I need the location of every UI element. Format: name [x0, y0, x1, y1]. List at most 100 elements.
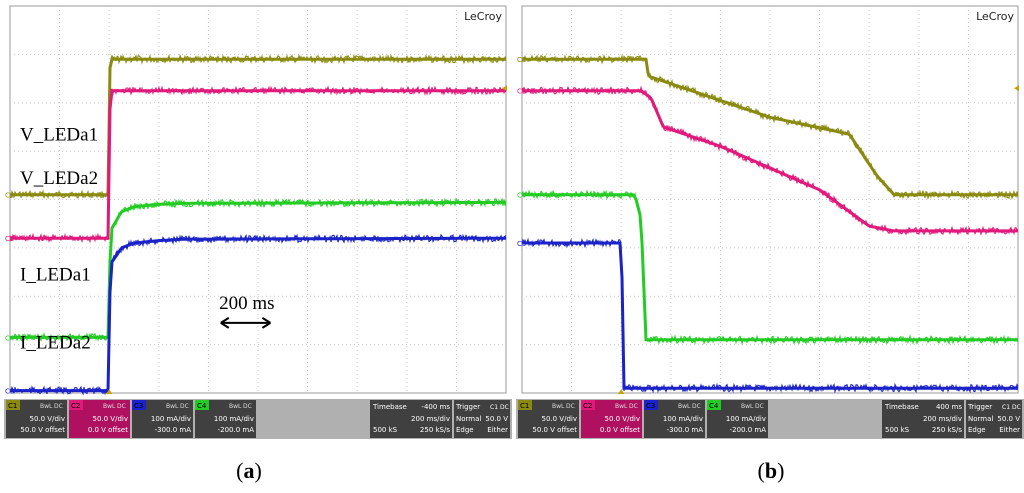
channel-tag: C3: [646, 402, 655, 410]
channel-offset: -200.0 mA: [218, 426, 255, 434]
channel-coupling: DC: [117, 403, 126, 410]
timebase-value: -400 ms: [421, 403, 450, 411]
trigger-channel: C1: [490, 404, 498, 411]
trace-label: I_LEDa1: [20, 265, 91, 286]
timebase-label: Timebase: [884, 403, 919, 411]
channel-tag: C4: [709, 402, 719, 410]
channel-coupling: DC: [692, 403, 701, 410]
channel-tag-bg: [6, 400, 20, 410]
timebase-div: 200 ms/div: [923, 415, 962, 423]
channel-bw: BwL: [615, 403, 628, 410]
channel-offset: -300.0 mA: [155, 426, 192, 434]
channel-scale: 100 mA/div: [663, 415, 703, 423]
trigger-label: Trigger: [967, 403, 992, 411]
brand-label: LeCroy: [976, 10, 1014, 23]
sample-rate: 250 kS/s: [932, 426, 962, 434]
trace-core-c3: [10, 236, 506, 393]
caption-a-letter: a: [243, 458, 255, 483]
channel-offset: -200.0 mA: [730, 426, 767, 434]
trigger-position-marker: [618, 389, 625, 394]
channel-bw: BwL: [741, 403, 754, 410]
channel-coupling: DC: [755, 403, 764, 410]
arrow-head-right: [261, 317, 271, 329]
trace-core-c4: [10, 200, 506, 339]
caption-b-close: ): [777, 458, 785, 483]
timebase-label: Timebase: [372, 403, 407, 411]
channel-tag: C2: [71, 402, 80, 410]
channel-tag-bg: [132, 400, 146, 410]
channel-bw: BwL: [166, 403, 179, 410]
scope-panel-a: LeCroy C1 C2 C4 C3 V_LEDa1 V_LEDa2 I_LEDa1 I_LED…: [4, 0, 512, 448]
trigger-position-marker: [106, 389, 113, 394]
trigger-mode: Normal: [968, 415, 993, 423]
timebase-div: 200 ms/div: [411, 415, 450, 423]
channel-marker: C2: [517, 88, 526, 96]
channel-tag-bg: [518, 400, 532, 410]
trace-label: V_LEDa1: [20, 124, 98, 145]
channel-scale: 50.0 V/div: [93, 415, 129, 423]
channel-offset: 0.0 V offset: [600, 426, 640, 434]
trace-core-c2: [10, 89, 506, 240]
timebase-value: 400 ms: [936, 403, 962, 411]
trigger-level: 50.0 V: [997, 415, 1020, 423]
trace-core-c3: [522, 241, 1018, 390]
channel-marker: C4: [517, 192, 527, 200]
channel-scale: 50.0 V/div: [30, 415, 66, 423]
trigger-mode: Normal: [456, 415, 481, 423]
trigger-level: 50.0 V: [485, 415, 508, 423]
sample-rate: 250 kS/s: [420, 426, 450, 434]
channel-marker: C3: [5, 388, 14, 396]
channel-tag-bg: [581, 400, 595, 410]
channel-offset: -300.0 mA: [667, 426, 704, 434]
caption-a-close: ): [254, 458, 262, 483]
trigger-box: [966, 400, 1022, 438]
trigger-coupling: DC: [500, 404, 509, 411]
channel-bw: BwL: [40, 403, 53, 410]
channel-tag: C1: [520, 402, 529, 410]
channel-scale: 50.0 V/div: [605, 415, 641, 423]
arrow-head-left: [220, 317, 230, 329]
channel-marker: C1: [5, 192, 14, 200]
channel-tag-bg: [707, 400, 721, 410]
channel-coupling: DC: [54, 403, 63, 410]
trace-core-c1: [522, 57, 1018, 197]
channel-offset: 50.0 V offset: [532, 426, 577, 434]
channel-tag: C4: [197, 402, 207, 410]
trigger-coupling: DC: [1012, 404, 1021, 411]
trace-c2: [9, 85, 507, 244]
trigger-box: [454, 400, 510, 438]
trigger-slope: Either: [487, 426, 508, 434]
brand-label: LeCroy: [464, 10, 502, 23]
scope-panel-b: LeCroy C1 C2 C4 C3 C1 BwL DC 50.0 V/div 50.0 V of…: [516, 0, 1024, 448]
channel-tag: C3: [134, 402, 143, 410]
channel-coupling: DC: [629, 403, 638, 410]
trace-label: I_LEDa2: [20, 332, 91, 353]
channel-tag-bg: [644, 400, 658, 410]
channel-scale: 100 mA/div: [214, 415, 254, 423]
trace-core-c1: [10, 57, 506, 197]
channel-offset: 50.0 V offset: [20, 426, 65, 434]
sample-count: 500 kS: [373, 426, 398, 434]
trace-c1: [521, 54, 1019, 200]
caption-b: (b): [741, 458, 801, 484]
trigger-type: Edge: [456, 426, 474, 434]
caption-a: (a): [219, 458, 279, 484]
channel-marker: C4: [5, 334, 15, 342]
channel-tag-bg: [195, 400, 209, 410]
channel-scale: 50.0 V/div: [542, 415, 578, 423]
timebase-box: [370, 400, 452, 438]
channel-tag: C2: [583, 402, 592, 410]
trigger-label: Trigger: [455, 403, 480, 411]
trigger-slope: Either: [999, 426, 1020, 434]
trace-core-c4: [522, 193, 1018, 342]
channel-coupling: DC: [566, 403, 575, 410]
channel-marker: C2: [5, 235, 14, 243]
channel-tag-bg: [69, 400, 83, 410]
channel-marker: C1: [517, 56, 526, 64]
channel-coupling: DC: [243, 403, 252, 410]
scope-screen-a: LeCroy C1 C2 C4 C3 V_LEDa1 V_LEDa2 I_LEDa1 I_LED…: [4, 5, 512, 439]
channel-scale: 100 mA/div: [726, 415, 766, 423]
time-annotation: 200 ms: [219, 293, 274, 314]
channel-marker: C3: [517, 240, 526, 248]
